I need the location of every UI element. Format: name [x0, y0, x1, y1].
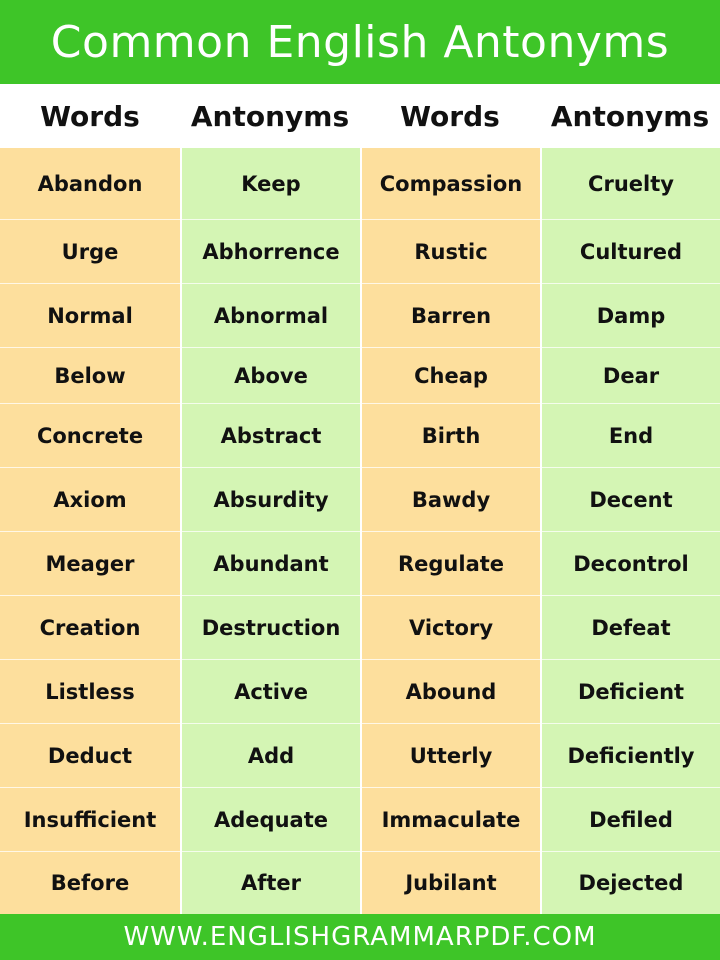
antonym-cell: Damp [542, 284, 720, 348]
header-antonyms-1: Antonyms [190, 99, 350, 133]
antonym-cell: After [240, 871, 302, 895]
header-antonyms-2: Antonyms [550, 99, 710, 133]
header-words-1: Words [40, 99, 140, 133]
antonym-cell: Defiled [542, 788, 720, 852]
word-cell: Compassion [362, 148, 540, 220]
word-cell: Axiom [0, 468, 180, 532]
word-cell: Abandon [0, 148, 180, 220]
antonym-cell: Defeat [542, 596, 720, 660]
footer-url: WWW.ENGLISHGRAMMARPDF.COM [123, 922, 597, 952]
word-cell: Rustic [362, 220, 540, 284]
word-cell: Barren [362, 284, 540, 348]
footer-bar: WWW.ENGLISHGRAMMARPDF.COM [0, 914, 720, 960]
word-cell: Urge [0, 220, 180, 284]
word-cell: Jubilant [405, 871, 497, 895]
word-cell: Listless [0, 660, 180, 724]
page-title: Common English Antonyms [50, 16, 670, 68]
antonym-cell: Deficient [542, 660, 720, 724]
words-column-1: Abandon Urge Normal Below Concrete Axiom Meage… [0, 148, 180, 914]
antonyms-table: Abandon Urge Normal Below Concrete Axiom Meage… [0, 148, 720, 914]
antonym-cell: Absurdity [182, 468, 360, 532]
word-cell: Creation [0, 596, 180, 660]
antonym-cell: Dear [542, 348, 720, 404]
antonyms-column-1: Keep Abhorrence Abnormal Above Abstract Absur… [180, 148, 360, 914]
antonym-cell: Abstract [182, 404, 360, 468]
antonym-cell: Adequate [182, 788, 360, 852]
table-header: Words Antonyms Words Antonyms [0, 84, 720, 148]
antonym-cell: Cruelty [542, 148, 720, 220]
word-cell: Deduct [0, 724, 180, 788]
word-cell: Bawdy [362, 468, 540, 532]
antonym-cell: End [542, 404, 720, 468]
antonym-cell: Abhorrence [182, 220, 360, 284]
word-cell: Insufficient [0, 788, 180, 852]
word-cell: Immaculate [362, 788, 540, 852]
antonym-cell: Abnormal [182, 284, 360, 348]
word-cell: Normal [0, 284, 180, 348]
antonym-cell: Abundant [182, 532, 360, 596]
title-bar: Common English Antonyms [0, 0, 720, 84]
word-cell: Meager [0, 532, 180, 596]
word-cell: Victory [362, 596, 540, 660]
word-cell: Before [50, 871, 130, 895]
word-cell: Below [0, 348, 180, 404]
word-cell: Utterly [362, 724, 540, 788]
header-words-2: Words [400, 99, 500, 133]
antonym-cell: Dejected [578, 871, 684, 895]
antonyms-column-2: Cruelty Cultured Damp Dear End Decent Decontro… [540, 148, 720, 914]
antonym-cell: Add [182, 724, 360, 788]
word-cell: Concrete [0, 404, 180, 468]
antonym-cell: Active [182, 660, 360, 724]
antonym-cell: Cultured [542, 220, 720, 284]
word-cell: Birth [362, 404, 540, 468]
antonym-cell: Deficiently [542, 724, 720, 788]
word-cell: Abound [362, 660, 540, 724]
antonym-cell: Destruction [182, 596, 360, 660]
antonym-cell: Above [182, 348, 360, 404]
antonym-cell: Decontrol [542, 532, 720, 596]
word-cell: Cheap [362, 348, 540, 404]
antonym-cell: Decent [542, 468, 720, 532]
words-column-2: Compassion Rustic Barren Cheap Birth Bawdy Reg… [360, 148, 540, 914]
word-cell: Regulate [362, 532, 540, 596]
antonym-cell: Keep [182, 148, 360, 220]
